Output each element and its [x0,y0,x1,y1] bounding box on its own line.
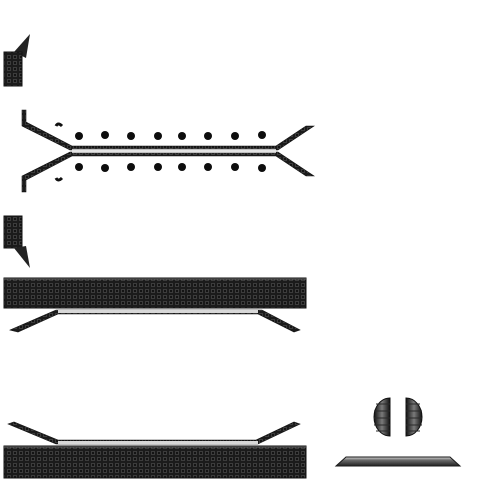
track-strip-top [3,277,307,333]
track-link-dots [75,131,266,172]
track-strip-bottom [3,421,307,479]
hull-rail [334,456,462,467]
wheel-caps [373,397,423,437]
small-track-corner-bottom [3,215,30,268]
small-track-corner-top [3,34,30,87]
track-assembly-center [21,109,315,193]
